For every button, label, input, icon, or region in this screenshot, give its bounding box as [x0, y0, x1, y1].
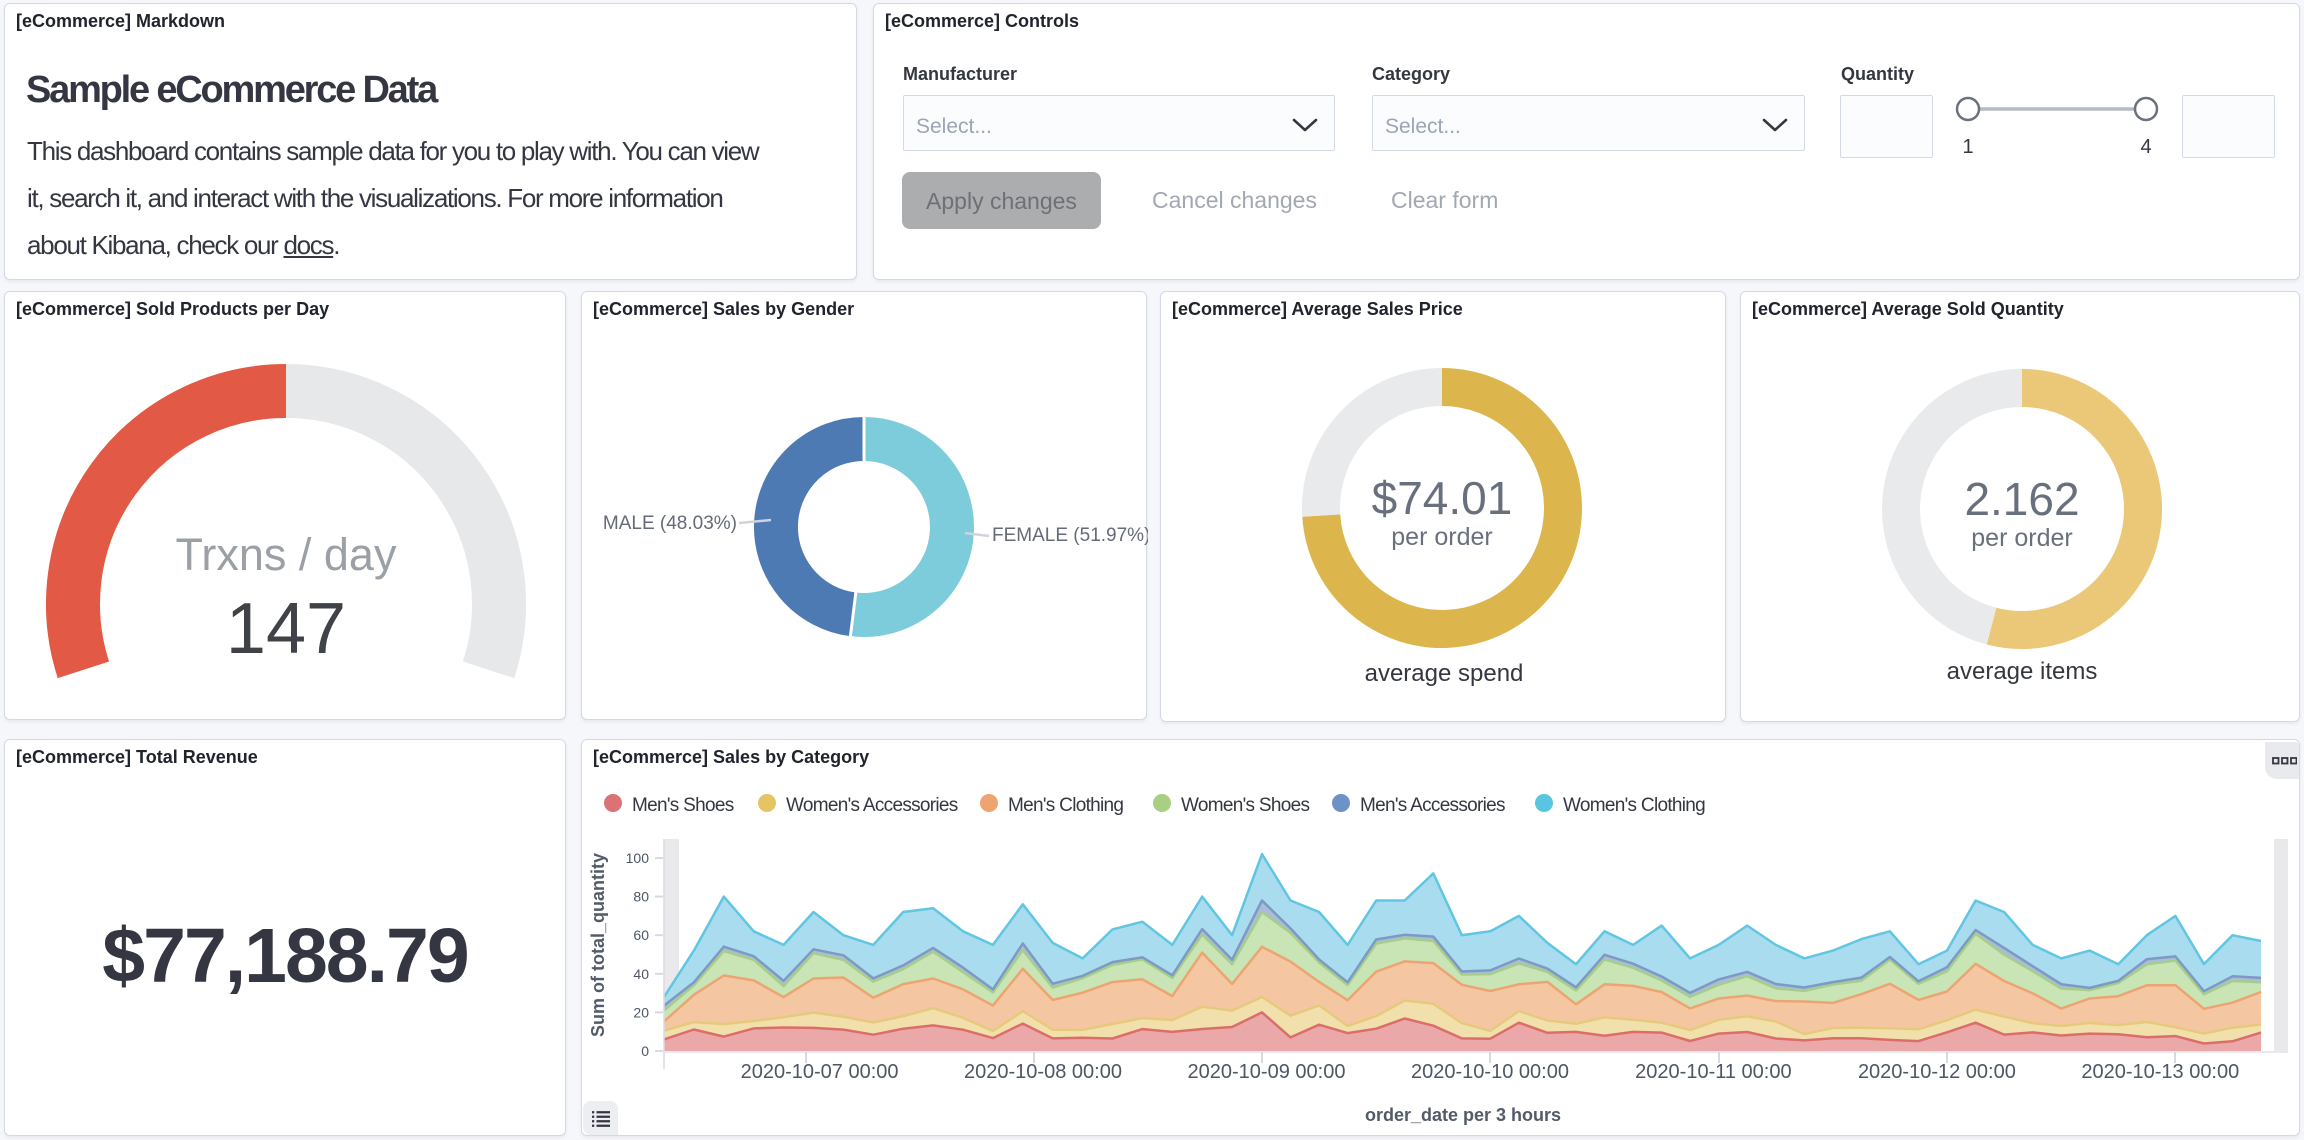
svg-text:2020-10-08 00:00: 2020-10-08 00:00	[964, 1061, 1122, 1083]
svg-text:2.162: 2.162	[1964, 473, 2079, 525]
svg-text:$74.01: $74.01	[1372, 472, 1513, 524]
svg-text:Trxns / day: Trxns / day	[176, 529, 397, 580]
svg-text:Sum of total_quantity: Sum of total_quantity	[588, 853, 608, 1037]
svg-text:2020-10-10 00:00: 2020-10-10 00:00	[1411, 1061, 1569, 1083]
svg-text:1: 1	[1962, 136, 1973, 158]
svg-text:4: 4	[2140, 136, 2151, 158]
svg-text:per order: per order	[1971, 524, 2072, 552]
svg-text:2020-10-11 00:00: 2020-10-11 00:00	[1635, 1061, 1791, 1083]
svg-text:per order: per order	[1391, 523, 1492, 551]
svg-text:FEMALE (51.97%): FEMALE (51.97%)	[992, 525, 1148, 546]
svg-text:20: 20	[633, 1004, 649, 1020]
svg-text:average spend: average spend	[1365, 660, 1524, 687]
svg-text:147: 147	[226, 589, 346, 669]
svg-text:80: 80	[633, 889, 649, 905]
svg-text:2020-10-13 00:00: 2020-10-13 00:00	[2081, 1061, 2239, 1083]
svg-text:2020-10-07 00:00: 2020-10-07 00:00	[741, 1061, 899, 1083]
svg-text:order_date per 3 hours: order_date per 3 hours	[1365, 1105, 1561, 1125]
svg-text:2020-10-12 00:00: 2020-10-12 00:00	[1858, 1061, 2016, 1083]
svg-text:MALE (48.03%): MALE (48.03%)	[603, 513, 737, 534]
svg-text:2020-10-09 00:00: 2020-10-09 00:00	[1188, 1061, 1346, 1083]
svg-text:40: 40	[633, 966, 649, 982]
svg-text:100: 100	[626, 850, 650, 866]
svg-text:average items: average items	[1947, 658, 2098, 685]
svg-text:60: 60	[633, 927, 649, 943]
svg-text:0: 0	[641, 1043, 649, 1059]
